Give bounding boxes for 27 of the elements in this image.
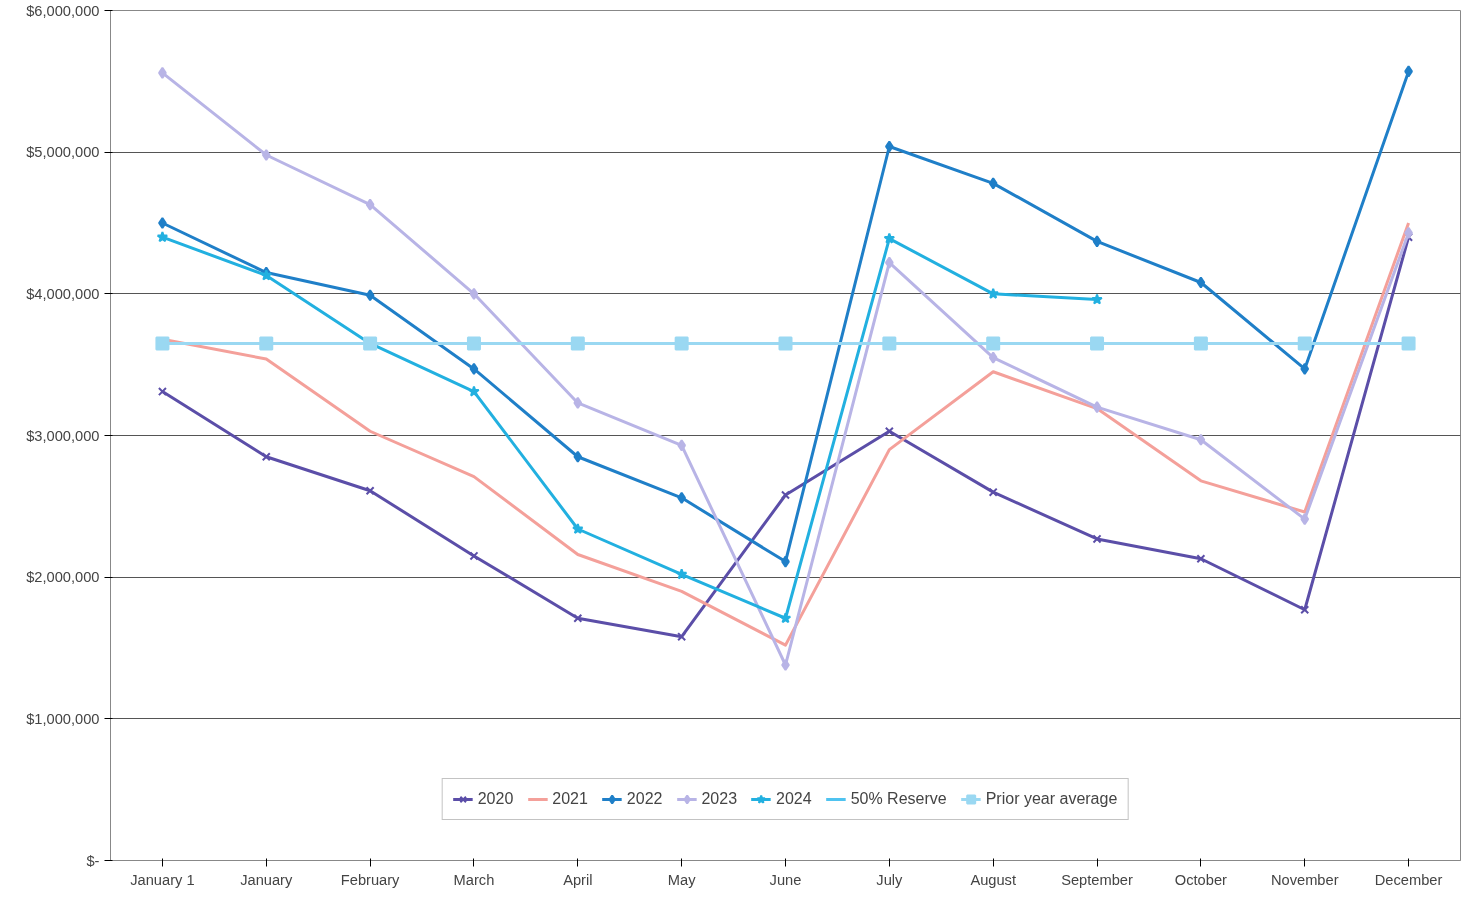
y-tick-label: $6,000,000 <box>26 2 100 19</box>
legend-label: 2022 <box>626 790 663 808</box>
x-tick-label: October <box>1174 871 1228 888</box>
x-tick-label: June <box>769 871 802 888</box>
x-tick-label: February <box>340 871 401 888</box>
x-tick-label: January 1 <box>130 871 195 888</box>
y-tick-label: $1,000,000 <box>26 710 100 727</box>
y-tick-label: $2,000,000 <box>26 569 100 586</box>
legend-label: 2023 <box>701 790 738 808</box>
legend-label: 50% Reserve <box>850 790 947 808</box>
x-tick-label: May <box>667 871 697 888</box>
x-tick-label: January <box>240 871 294 888</box>
x-tick-label: March <box>453 871 495 888</box>
x-tick-label: July <box>876 871 904 888</box>
x-tick-label: December <box>1374 871 1443 888</box>
y-tick-label: $3,000,000 <box>26 427 100 444</box>
legend-label: 2024 <box>776 790 812 808</box>
x-tick-label: April <box>563 871 593 888</box>
y-tick-label: $5,000,000 <box>26 144 100 161</box>
y-tick-label: $- <box>86 852 100 869</box>
x-tick-label: August <box>970 871 1017 888</box>
legend-label: 2021 <box>552 790 588 808</box>
legend-label: Prior year average <box>985 790 1118 808</box>
legend-label: 2020 <box>477 790 514 808</box>
y-tick-label: $4,000,000 <box>26 285 100 302</box>
x-tick-label: November <box>1270 871 1339 888</box>
x-tick-label: September <box>1061 871 1133 888</box>
